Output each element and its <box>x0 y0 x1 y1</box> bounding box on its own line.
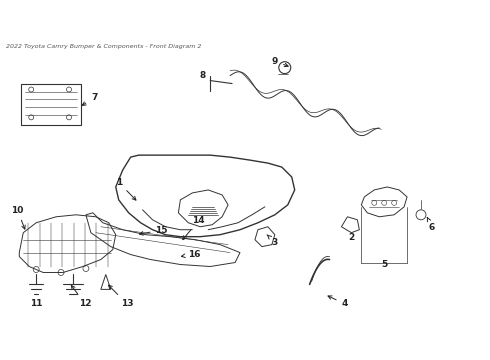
Text: 7: 7 <box>82 94 97 105</box>
Text: 9: 9 <box>272 57 288 67</box>
Text: 2: 2 <box>348 233 355 242</box>
Text: 16: 16 <box>181 249 201 258</box>
Text: 13: 13 <box>108 285 133 308</box>
Text: 4: 4 <box>328 296 348 308</box>
Text: 15: 15 <box>140 226 168 235</box>
Text: 2022 Toyota Camry Bumper & Components - Front Diagram 2: 2022 Toyota Camry Bumper & Components - … <box>6 44 202 49</box>
Text: 8: 8 <box>199 71 205 80</box>
Text: 12: 12 <box>72 285 92 308</box>
Text: 3: 3 <box>267 235 278 247</box>
Text: 10: 10 <box>11 206 25 229</box>
Text: 6: 6 <box>427 217 435 232</box>
Text: 5: 5 <box>381 260 387 269</box>
Text: 1: 1 <box>116 178 136 200</box>
Text: 11: 11 <box>30 299 43 308</box>
Text: 14: 14 <box>183 216 205 240</box>
